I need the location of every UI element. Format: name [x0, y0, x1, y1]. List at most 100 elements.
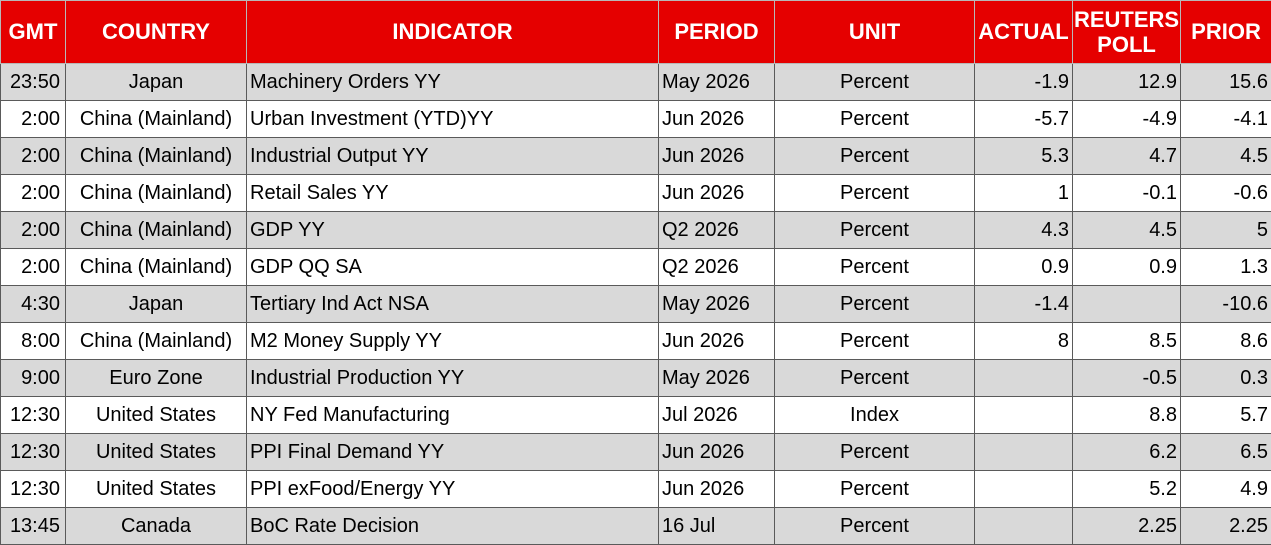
cell-unit: Percent: [775, 138, 975, 175]
cell-unit: Percent: [775, 323, 975, 360]
cell-indicator: PPI exFood/Energy YY: [247, 471, 659, 508]
table-row[interactable]: 4:30 Japan Tertiary Ind Act NSA May 2026…: [1, 286, 1271, 323]
cell-poll: -0.5: [1073, 360, 1181, 397]
header-prior[interactable]: PRIOR: [1181, 1, 1271, 64]
table-row[interactable]: 8:00 China (Mainland) M2 Money Supply YY…: [1, 323, 1271, 360]
header-country[interactable]: COUNTRY: [66, 1, 247, 64]
cell-period: Jun 2026: [659, 434, 775, 471]
cell-unit: Percent: [775, 212, 975, 249]
cell-gmt: 13:45: [1, 508, 66, 545]
cell-actual: -1.4: [975, 286, 1073, 323]
cell-poll: 5.2: [1073, 471, 1181, 508]
cell-period: May 2026: [659, 286, 775, 323]
cell-indicator: Tertiary Ind Act NSA: [247, 286, 659, 323]
table-row[interactable]: 9:00 Euro Zone Industrial Production YY …: [1, 360, 1271, 397]
header-indicator[interactable]: INDICATOR: [247, 1, 659, 64]
cell-period: Jun 2026: [659, 175, 775, 212]
header-reuters-poll[interactable]: REUTERS POLL: [1073, 1, 1181, 64]
cell-country: China (Mainland): [66, 249, 247, 286]
cell-country: Japan: [66, 286, 247, 323]
header-row: GMT COUNTRY INDICATOR PERIOD UNIT ACTUAL…: [1, 1, 1271, 64]
cell-gmt: 2:00: [1, 212, 66, 249]
cell-prior: 4.9: [1181, 471, 1271, 508]
cell-actual: 5.3: [975, 138, 1073, 175]
table-row[interactable]: 12:30 United States PPI Final Demand YY …: [1, 434, 1271, 471]
header-gmt[interactable]: GMT: [1, 1, 66, 64]
cell-period: May 2026: [659, 64, 775, 101]
cell-gmt: 2:00: [1, 249, 66, 286]
cell-actual: [975, 434, 1073, 471]
cell-prior: 0.3: [1181, 360, 1271, 397]
cell-indicator: Industrial Output YY: [247, 138, 659, 175]
cell-indicator: M2 Money Supply YY: [247, 323, 659, 360]
cell-actual: 1: [975, 175, 1073, 212]
cell-unit: Percent: [775, 508, 975, 545]
cell-unit: Percent: [775, 471, 975, 508]
cell-gmt: 8:00: [1, 323, 66, 360]
cell-unit: Percent: [775, 360, 975, 397]
cell-prior: 5.7: [1181, 397, 1271, 434]
cell-prior: -4.1: [1181, 101, 1271, 138]
cell-actual: [975, 397, 1073, 434]
cell-country: United States: [66, 397, 247, 434]
cell-poll: -0.1: [1073, 175, 1181, 212]
cell-gmt: 12:30: [1, 434, 66, 471]
cell-gmt: 12:30: [1, 471, 66, 508]
cell-period: Jun 2026: [659, 101, 775, 138]
cell-actual: [975, 360, 1073, 397]
table-row[interactable]: 2:00 China (Mainland) GDP QQ SA Q2 2026 …: [1, 249, 1271, 286]
header-period[interactable]: PERIOD: [659, 1, 775, 64]
cell-actual: 4.3: [975, 212, 1073, 249]
cell-country: United States: [66, 434, 247, 471]
cell-gmt: 2:00: [1, 138, 66, 175]
cell-period: Jun 2026: [659, 138, 775, 175]
header-unit[interactable]: UNIT: [775, 1, 975, 64]
table-row[interactable]: 2:00 China (Mainland) Industrial Output …: [1, 138, 1271, 175]
cell-prior: 6.5: [1181, 434, 1271, 471]
header-poll-line2: POLL: [1073, 32, 1180, 57]
cell-country: China (Mainland): [66, 101, 247, 138]
cell-prior: -0.6: [1181, 175, 1271, 212]
cell-poll: [1073, 286, 1181, 323]
cell-period: 16 Jul: [659, 508, 775, 545]
table-row[interactable]: 2:00 China (Mainland) Retail Sales YY Ju…: [1, 175, 1271, 212]
cell-poll: 6.2: [1073, 434, 1181, 471]
cell-actual: [975, 508, 1073, 545]
cell-unit: Percent: [775, 434, 975, 471]
cell-indicator: Retail Sales YY: [247, 175, 659, 212]
cell-period: Q2 2026: [659, 249, 775, 286]
cell-gmt: 2:00: [1, 175, 66, 212]
cell-prior: 8.6: [1181, 323, 1271, 360]
table-row[interactable]: 12:30 United States NY Fed Manufacturing…: [1, 397, 1271, 434]
table-row[interactable]: 23:50 Japan Machinery Orders YY May 2026…: [1, 64, 1271, 101]
cell-period: Jun 2026: [659, 471, 775, 508]
header-poll-line1: REUTERS: [1073, 7, 1180, 32]
cell-unit: Percent: [775, 64, 975, 101]
cell-unit: Percent: [775, 286, 975, 323]
cell-prior: -10.6: [1181, 286, 1271, 323]
cell-gmt: 4:30: [1, 286, 66, 323]
cell-period: Jul 2026: [659, 397, 775, 434]
cell-country: United States: [66, 471, 247, 508]
cell-gmt: 12:30: [1, 397, 66, 434]
cell-prior: 5: [1181, 212, 1271, 249]
cell-prior: 2.25: [1181, 508, 1271, 545]
table-row[interactable]: 2:00 China (Mainland) GDP YY Q2 2026 Per…: [1, 212, 1271, 249]
cell-unit: Percent: [775, 101, 975, 138]
cell-poll: 8.8: [1073, 397, 1181, 434]
cell-country: China (Mainland): [66, 175, 247, 212]
cell-actual: -5.7: [975, 101, 1073, 138]
cell-indicator: NY Fed Manufacturing: [247, 397, 659, 434]
header-actual[interactable]: ACTUAL: [975, 1, 1073, 64]
cell-unit: Index: [775, 397, 975, 434]
cell-actual: 0.9: [975, 249, 1073, 286]
table-row[interactable]: 12:30 United States PPI exFood/Energy YY…: [1, 471, 1271, 508]
cell-unit: Percent: [775, 175, 975, 212]
cell-period: Jun 2026: [659, 323, 775, 360]
table-row[interactable]: 2:00 China (Mainland) Urban Investment (…: [1, 101, 1271, 138]
cell-country: Japan: [66, 64, 247, 101]
cell-indicator: PPI Final Demand YY: [247, 434, 659, 471]
table-row[interactable]: 13:45 Canada BoC Rate Decision 16 Jul Pe…: [1, 508, 1271, 545]
cell-country: Canada: [66, 508, 247, 545]
